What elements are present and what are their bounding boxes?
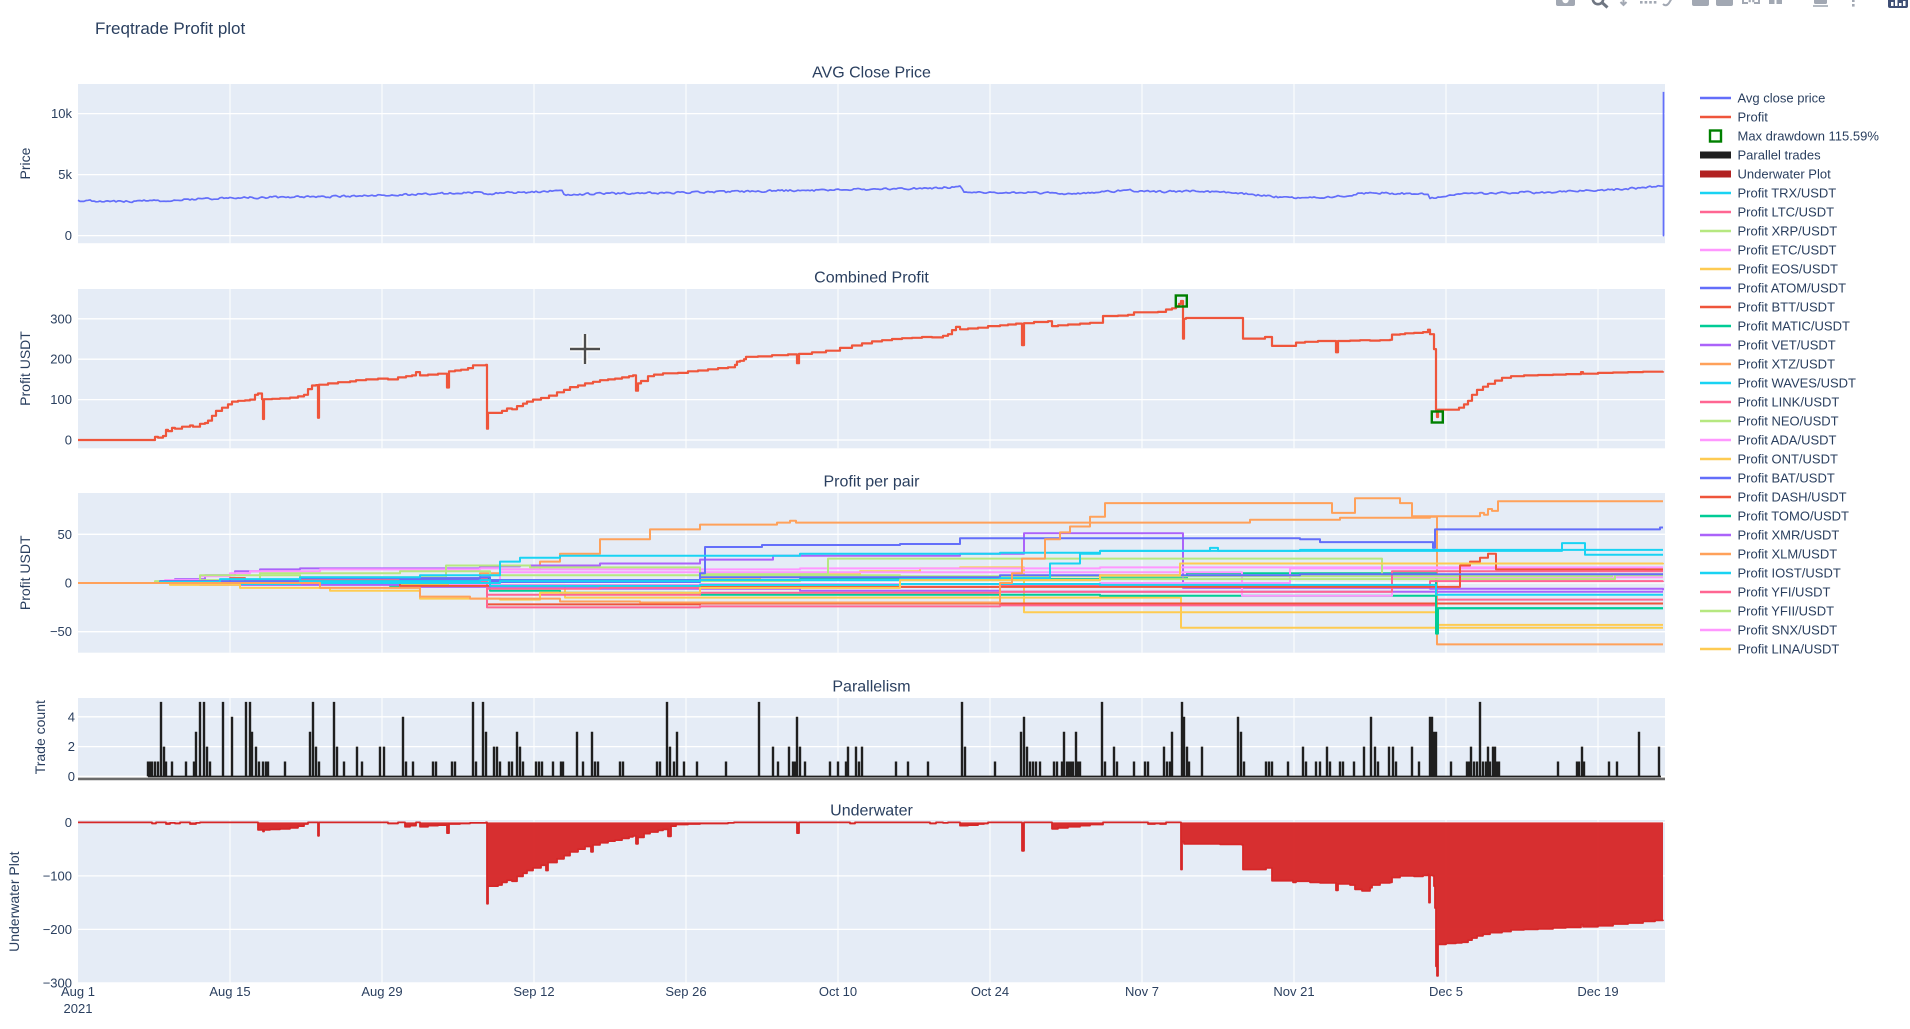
svg-text:Profit WAVES/USDT: Profit WAVES/USDT [1738,376,1857,391]
svg-text:0: 0 [68,769,75,784]
svg-text:Profit SNX/USDT: Profit SNX/USDT [1738,623,1838,638]
svg-text:Profit LINK/USDT: Profit LINK/USDT [1738,395,1840,410]
svg-text:Aug 15: Aug 15 [209,984,250,999]
svg-text:Dec 19: Dec 19 [1577,984,1618,999]
svg-text:2: 2 [68,739,75,754]
svg-text:Profit: Profit [1738,110,1769,125]
svg-text:Profit ONT/USDT: Profit ONT/USDT [1738,452,1838,467]
svg-text:0: 0 [65,433,72,448]
svg-text:Sep 26: Sep 26 [665,984,706,999]
svg-text:Profit BTT/USDT: Profit BTT/USDT [1738,300,1836,315]
svg-text:Aug 1: Aug 1 [61,984,95,999]
svg-text:Profit ATOM/USDT: Profit ATOM/USDT [1738,281,1847,296]
svg-text:0: 0 [65,576,72,591]
svg-text:−300: −300 [43,975,72,990]
svg-text:2021: 2021 [64,1001,93,1016]
svg-text:Profit XTZ/USDT: Profit XTZ/USDT [1738,357,1836,372]
svg-text:Profit LTC/USDT: Profit LTC/USDT [1738,205,1835,220]
svg-text:Profit NEO/USDT: Profit NEO/USDT [1738,414,1839,429]
svg-text:Profit IOST/USDT: Profit IOST/USDT [1738,566,1841,581]
svg-text:Profit EOS/USDT: Profit EOS/USDT [1738,262,1838,277]
svg-text:Max drawdown 115.59%: Max drawdown 115.59% [1738,129,1880,144]
svg-text:−200: −200 [43,922,72,937]
svg-text:300: 300 [50,311,72,326]
svg-text:Combined Profit: Combined Profit [814,270,929,287]
svg-text:Profit XLM/USDT: Profit XLM/USDT [1738,547,1838,562]
svg-text:Profit YFII/USDT: Profit YFII/USDT [1738,604,1835,619]
svg-text:Underwater Plot: Underwater Plot [1738,167,1832,182]
svg-text:Profit VET/USDT: Profit VET/USDT [1738,338,1836,353]
svg-text:Profit TRX/USDT: Profit TRX/USDT [1738,186,1837,201]
svg-text:Dec 5: Dec 5 [1429,984,1463,999]
svg-text:5k: 5k [58,167,72,182]
svg-text:AVG Close Price: AVG Close Price [812,65,931,82]
svg-text:Sep 12: Sep 12 [513,984,554,999]
svg-text:Nov 7: Nov 7 [1125,984,1159,999]
svg-text:10k: 10k [51,106,72,121]
svg-text:Profit XRP/USDT: Profit XRP/USDT [1738,224,1838,239]
svg-text:Profit LINA/USDT: Profit LINA/USDT [1738,642,1840,657]
svg-text:200: 200 [50,352,72,367]
svg-text:Trade count: Trade count [32,700,48,774]
svg-text:Profit TOMO/USDT: Profit TOMO/USDT [1738,509,1850,524]
svg-text:Profit ADA/USDT: Profit ADA/USDT [1738,433,1837,448]
svg-text:Profit XMR/USDT: Profit XMR/USDT [1738,528,1840,543]
svg-text:Profit ETC/USDT: Profit ETC/USDT [1738,243,1837,258]
svg-text:Parallelism: Parallelism [832,679,910,696]
svg-text:Underwater Plot: Underwater Plot [6,851,22,951]
svg-text:Profit MATIC/USDT: Profit MATIC/USDT [1738,319,1850,334]
svg-text:Parallel trades: Parallel trades [1738,148,1822,163]
svg-text:Aug 29: Aug 29 [361,984,402,999]
svg-text:Oct 10: Oct 10 [819,984,857,999]
svg-text:Profit USDT: Profit USDT [17,535,33,610]
svg-text:Nov 21: Nov 21 [1273,984,1314,999]
svg-text:Freqtrade Profit plot: Freqtrade Profit plot [95,19,246,38]
svg-text:Profit BAT/USDT: Profit BAT/USDT [1738,471,1835,486]
svg-text:0: 0 [65,815,72,830]
svg-text:−100: −100 [43,868,72,883]
svg-text:50: 50 [58,527,72,542]
svg-text:Profit per pair: Profit per pair [823,474,920,491]
svg-text:Profit USDT: Profit USDT [17,331,33,406]
svg-text:−50: −50 [50,624,72,639]
svg-text:Underwater: Underwater [830,803,913,820]
svg-text:100: 100 [50,392,72,407]
svg-text:Avg close price: Avg close price [1738,91,1826,106]
svg-text:4: 4 [68,709,75,724]
svg-text:Oct 24: Oct 24 [971,984,1009,999]
svg-text:0: 0 [65,228,72,243]
svg-text:Profit DASH/USDT: Profit DASH/USDT [1738,490,1847,505]
svg-text:Price: Price [17,147,33,179]
svg-text:Profit YFI/USDT: Profit YFI/USDT [1738,585,1831,600]
